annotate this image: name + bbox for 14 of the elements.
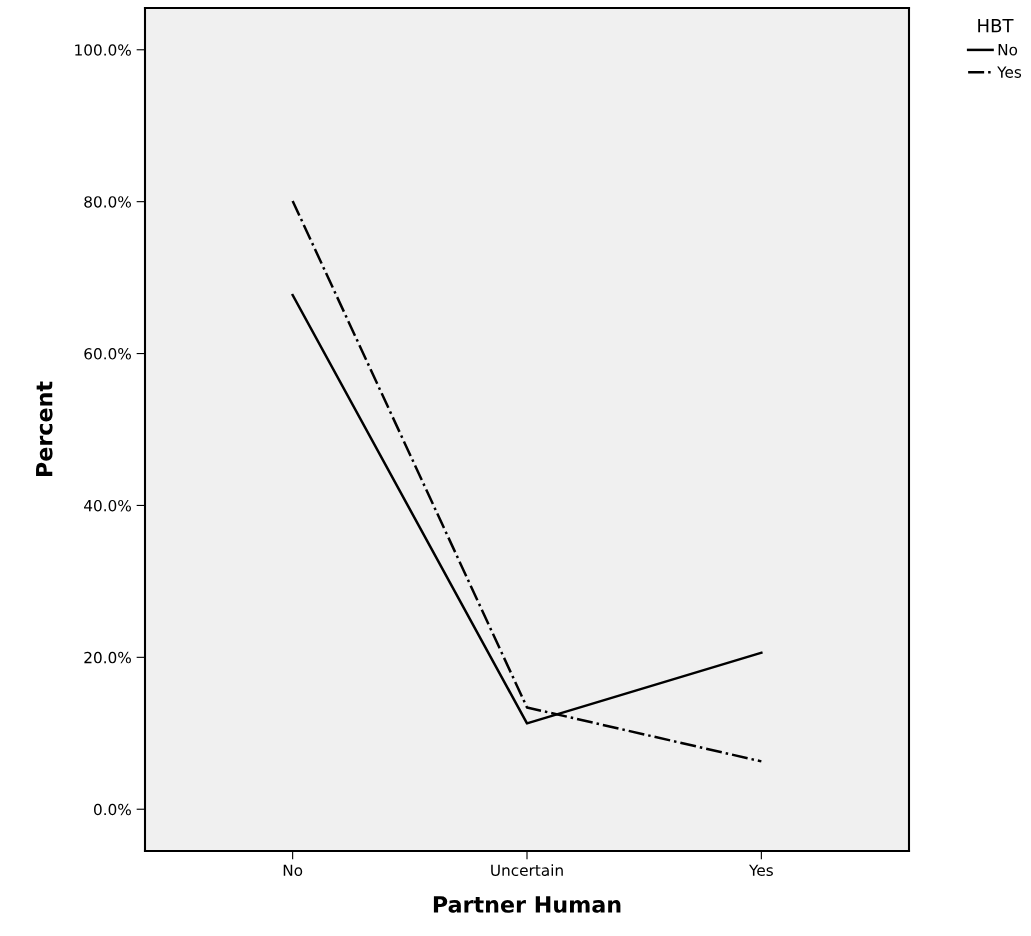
x-axis-title: Partner Human xyxy=(433,896,621,913)
y-tick-label: 100.0% xyxy=(75,44,131,56)
y-tick-label: 20.0% xyxy=(84,651,131,664)
x-tick-label: No xyxy=(283,864,303,877)
x-tick-label: Uncertain xyxy=(491,864,563,877)
y-tick-label: 80.0% xyxy=(84,196,131,208)
legend-label: Yes xyxy=(997,66,1022,78)
legend-title: HBT xyxy=(978,19,1014,33)
y-axis-title: Percent xyxy=(36,381,53,476)
y-tick-label: 60.0% xyxy=(84,348,131,360)
y-tick-label: 0.0% xyxy=(94,803,131,816)
y-tick-label: 40.0% xyxy=(84,499,131,512)
legend-label: No xyxy=(998,44,1018,56)
x-tick-label: Yes xyxy=(748,864,773,877)
